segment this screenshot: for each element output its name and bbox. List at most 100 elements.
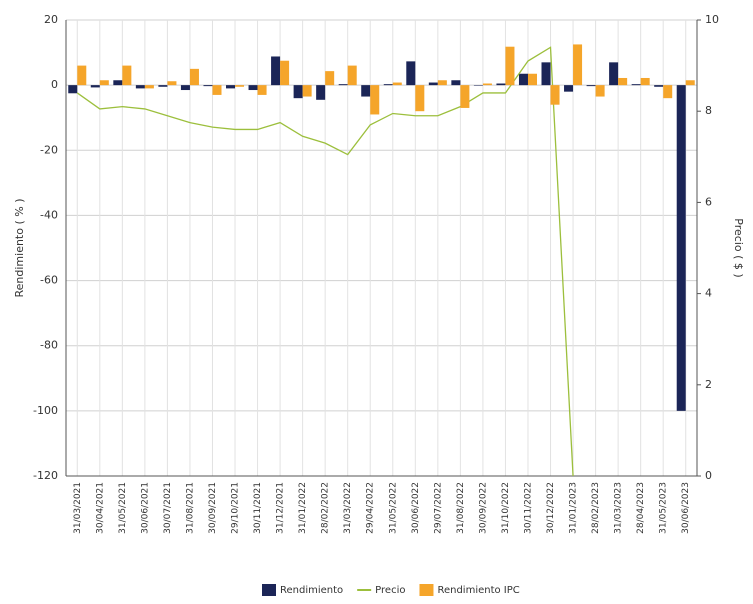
- bar: [99, 80, 109, 86]
- bar: [473, 85, 483, 86]
- y2-tick-label: 6: [705, 195, 712, 208]
- y2-tick-label: 2: [705, 378, 712, 391]
- x-tick-label: 31/05/2021: [118, 482, 128, 534]
- bar: [586, 85, 596, 87]
- legend-label: Rendimiento IPC: [437, 585, 519, 596]
- x-tick-label: 30/06/2022: [411, 482, 421, 534]
- y2-tick-label: 4: [705, 287, 712, 300]
- bar: [316, 85, 326, 100]
- y-tick-label: -20: [40, 143, 58, 156]
- x-tick-label: 31/03/2022: [343, 482, 353, 534]
- bar: [180, 85, 190, 91]
- y2-tick-label: 10: [705, 13, 719, 26]
- x-tick-label: 30/11/2021: [253, 482, 263, 534]
- x-tick-label: 30/09/2021: [208, 482, 218, 534]
- x-tick-label: 29/04/2022: [366, 482, 376, 534]
- bar: [167, 81, 177, 86]
- x-tick-label: 30/06/2023: [681, 482, 691, 534]
- y-tick-label: 0: [51, 78, 58, 91]
- bar: [618, 77, 628, 86]
- bar: [338, 84, 348, 86]
- bar: [415, 85, 425, 112]
- y2-tick-label: 8: [705, 104, 712, 117]
- bar: [482, 83, 492, 86]
- x-tick-label: 28/04/2023: [636, 482, 646, 534]
- x-tick-label: 29/10/2021: [231, 482, 241, 534]
- bar: [302, 85, 312, 97]
- x-tick-label: 31/03/2021: [73, 482, 83, 534]
- bar: [685, 80, 695, 86]
- y2-tick-label: 0: [705, 469, 712, 482]
- y-tick-label: 20: [44, 13, 58, 26]
- bar: [235, 85, 245, 87]
- bar: [609, 62, 619, 86]
- bar: [144, 85, 154, 89]
- bar: [527, 73, 537, 86]
- x-tick-label: 31/01/2023: [569, 482, 579, 534]
- y-tick-label: -60: [40, 274, 58, 287]
- x-tick-label: 31/08/2021: [185, 482, 195, 534]
- bar: [573, 44, 583, 86]
- bar: [550, 85, 560, 105]
- y-axis-title: Rendimiento ( % ): [13, 198, 26, 297]
- bar: [361, 85, 371, 97]
- x-tick-label: 30/06/2021: [140, 482, 150, 534]
- bar: [189, 68, 199, 86]
- bar: [347, 65, 357, 86]
- bar: [325, 71, 335, 86]
- x-tick-label: 31/10/2022: [501, 482, 511, 534]
- bar: [541, 62, 551, 86]
- y-tick-label: -40: [40, 208, 58, 221]
- bar: [68, 85, 78, 94]
- bar: [505, 46, 515, 86]
- bar: [392, 82, 402, 86]
- legend-swatch: [262, 584, 276, 596]
- bar: [158, 85, 168, 87]
- x-tick-label: 28/02/2023: [591, 482, 601, 534]
- x-tick-label: 31/01/2022: [298, 482, 308, 534]
- legend-label: Precio: [375, 585, 405, 596]
- bar: [676, 85, 686, 411]
- bar: [370, 85, 380, 115]
- bar: [654, 85, 664, 87]
- x-tick-label: 29/07/2022: [433, 482, 443, 534]
- x-tick-label: 31/05/2023: [659, 482, 669, 534]
- bar: [257, 85, 267, 95]
- bar: [663, 85, 673, 99]
- bar: [77, 65, 87, 86]
- bar: [460, 85, 470, 108]
- bar: [113, 80, 123, 86]
- bar: [383, 84, 393, 86]
- bar: [135, 85, 145, 89]
- legend-label: Rendimiento: [280, 585, 343, 596]
- y-tick-label: -100: [33, 404, 58, 417]
- x-tick-label: 30/07/2021: [163, 482, 173, 534]
- bar: [437, 80, 447, 86]
- bar: [595, 85, 605, 97]
- x-tick-label: 30/09/2022: [478, 482, 488, 534]
- bar: [293, 85, 303, 99]
- legend-swatch: [419, 584, 434, 596]
- y-tick-label: -80: [40, 339, 58, 352]
- bar: [203, 85, 213, 87]
- bar: [280, 60, 290, 86]
- bar: [518, 73, 528, 86]
- x-tick-label: 30/04/2021: [95, 482, 105, 534]
- x-tick-label: 31/12/2021: [276, 482, 286, 534]
- bar: [226, 85, 236, 89]
- bar: [122, 65, 132, 86]
- x-tick-label: 31/05/2022: [388, 482, 398, 534]
- bar: [496, 83, 506, 86]
- x-tick-label: 30/12/2022: [546, 482, 556, 534]
- x-tick-label: 28/02/2022: [321, 482, 331, 534]
- x-tick-label: 31/08/2022: [456, 482, 466, 534]
- bar: [212, 85, 222, 95]
- x-tick-label: 30/11/2022: [523, 482, 533, 534]
- bar: [640, 77, 650, 86]
- y2-axis-title: Precio ( $ ): [732, 218, 745, 277]
- bar: [564, 85, 574, 92]
- bar: [451, 80, 461, 86]
- bar: [90, 85, 100, 88]
- x-tick-label: 31/03/2023: [614, 482, 624, 534]
